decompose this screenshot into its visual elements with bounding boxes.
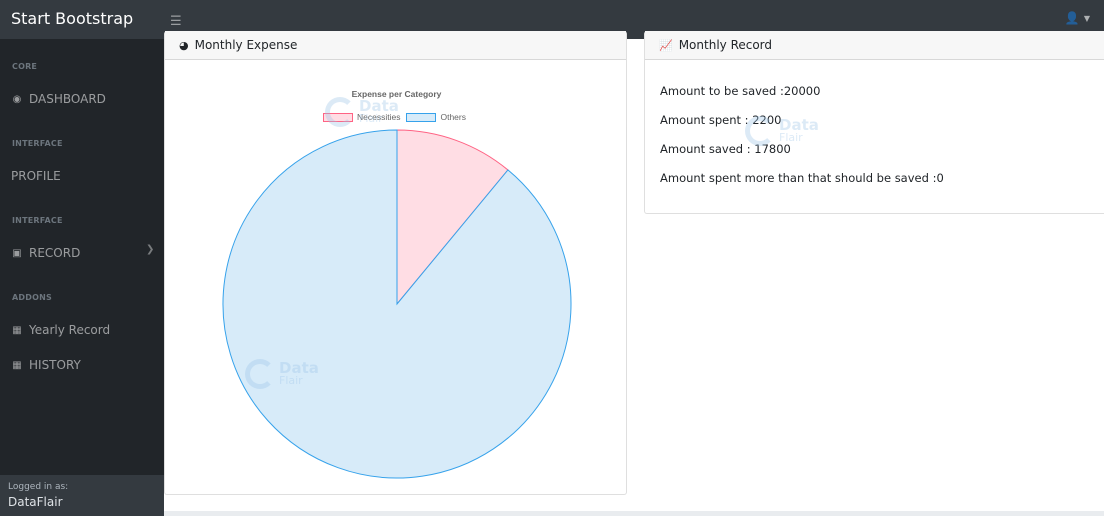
dataflair-logo-icon <box>745 116 775 146</box>
table-icon: ▦ <box>12 324 22 336</box>
sidebar-heading-interface: INTERFACE <box>12 139 63 148</box>
sidebar: CORE ◉ DASHBOARD INTERFACE PROFILE INTER… <box>0 39 164 516</box>
watermark-logo: Data Flair <box>745 116 819 146</box>
chart-title: Expense per Category <box>351 89 442 99</box>
table-icon: ▦ <box>12 359 22 371</box>
user-menu[interactable]: 👤 ▼ <box>1065 11 1090 25</box>
pie-chart-icon: ◕ <box>179 38 189 52</box>
sidebar-item-dashboard[interactable]: ◉ DASHBOARD <box>11 92 106 106</box>
hamburger-icon[interactable]: ☰ <box>170 14 182 29</box>
area-chart-icon: 📈 <box>659 38 673 52</box>
sidebar-item-label: DASHBOARD <box>29 92 106 106</box>
sidebar-item-label: RECORD <box>29 246 81 260</box>
card-title: Monthly Expense <box>194 38 298 52</box>
sidebar-heading-addons: ADDONS <box>12 293 52 302</box>
sidebar-heading-interface-2: INTERFACE <box>12 216 63 225</box>
watermark-logo: Data Flair <box>325 97 399 127</box>
card-title: Monthly Record <box>678 38 773 52</box>
legend-item-others[interactable]: Others <box>406 112 466 122</box>
horizontal-scrollbar[interactable] <box>164 511 1104 516</box>
book-icon: ▣ <box>12 247 22 259</box>
legend-swatch <box>406 112 437 122</box>
sidebar-item-label: Yearly Record <box>29 323 111 337</box>
watermark-logo: Data Flair <box>245 359 319 389</box>
sidebar-item-record[interactable]: ▣ RECORD <box>11 246 80 260</box>
sidebar-item-label: HISTORY <box>29 358 81 372</box>
logged-in-label: Logged in as: <box>8 482 69 492</box>
logged-in-user: DataFlair <box>8 495 63 509</box>
watermark-text: Data Flair <box>359 97 399 125</box>
sidebar-item-profile[interactable]: PROFILE <box>11 169 61 183</box>
dataflair-logo-icon <box>325 97 355 127</box>
legend-label: Necessities <box>357 112 401 122</box>
user-icon: 👤 <box>1064 11 1080 25</box>
sidebar-heading-core: CORE <box>12 62 38 71</box>
dashboard-icon: ◉ <box>12 93 22 105</box>
sidebar-footer: Logged in as: DataFlair <box>0 475 164 516</box>
sidebar-item-label: PROFILE <box>11 169 61 183</box>
watermark-text: Data Flair <box>779 116 819 144</box>
legend-label: Others <box>440 112 466 122</box>
sidebar-item-history[interactable]: ▦ HISTORY <box>11 358 81 372</box>
monthly-record-card: 📈 Monthly Record Amount to be saved :200… <box>644 31 1104 214</box>
card-header: 📈 Monthly Record <box>645 31 1104 60</box>
caret-down-icon: ▼ <box>1083 13 1090 23</box>
dataflair-logo-icon <box>245 359 275 389</box>
brand-link[interactable]: Start Bootstrap <box>11 9 134 28</box>
pie-chart <box>222 129 572 479</box>
card-header: ◕ Monthly Expense <box>165 31 626 60</box>
watermark-text: Data Flair <box>279 359 319 387</box>
pie-slice-necessities[interactable] <box>396 129 509 306</box>
pie-slice-others[interactable] <box>222 129 572 479</box>
monthly-expense-card: ◕ Monthly Expense Expense per Category N… <box>164 31 627 495</box>
sidebar-item-yearly-record[interactable]: ▦ Yearly Record <box>11 323 110 337</box>
amount-to-save: Amount to be saved :20000 <box>660 84 821 98</box>
chevron-right-icon[interactable]: ❯ <box>146 244 155 255</box>
amount-overspent: Amount spent more than that should be sa… <box>660 171 944 185</box>
